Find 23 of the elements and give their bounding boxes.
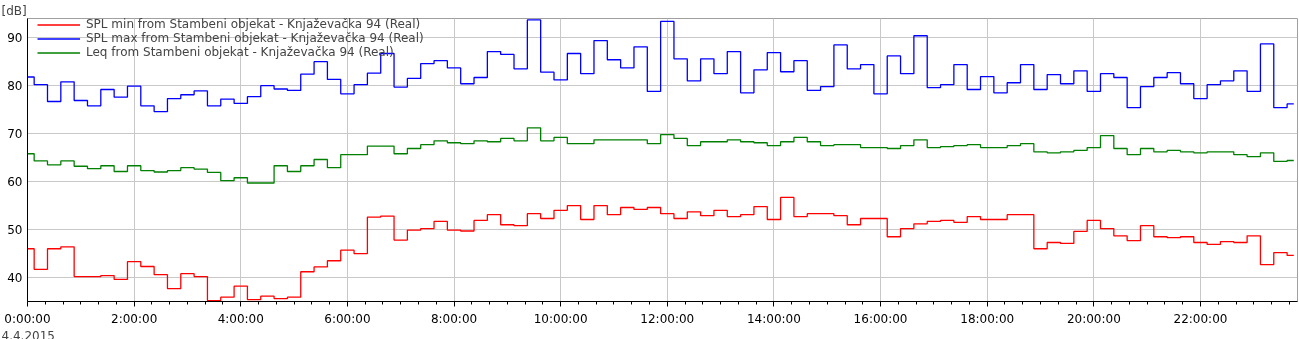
x-tick-label: 2:00:00 [111, 311, 158, 326]
x-tick-label: 22:00:00 [1173, 311, 1228, 326]
legend-label: SPL min from Stambeni objekat - Knjaževačka 94 (Real) [86, 17, 421, 31]
text: 4.4.2015 [1, 328, 55, 339]
y-axis-title: [dB] [1, 3, 27, 18]
x-tick-label: 20:00:00 [1066, 311, 1121, 326]
y-tick-label: 50 [7, 223, 23, 238]
x-tick-label: 16:00:00 [853, 311, 908, 326]
x-tick-label: 0:00:00 [4, 311, 51, 326]
x-tick-label: 6:00:00 [324, 311, 371, 326]
x-tick-label: 8:00:00 [430, 311, 478, 326]
x-tick-label: 14:00:00 [746, 311, 801, 326]
y-tick-label: 80 [7, 79, 23, 94]
y-tick-label: 40 [7, 271, 23, 286]
x-tick-label: 4:00:00 [217, 311, 264, 326]
y-tick-label: 90 [7, 31, 23, 46]
y-tick-label: 60 [7, 175, 23, 190]
legend-label: Leq from Stambeni objekat - Knjaževačka 94 (Real) [86, 45, 394, 59]
x-tick-label: 12:00:00 [640, 311, 695, 326]
y-tick-label: 70 [7, 127, 23, 142]
x-tick-label: 18:00:00 [960, 311, 1015, 326]
legend-label: SPL max from Stambeni objekat - Knjaževačka 94 (Real) [86, 31, 424, 45]
x-tick-label: 10:00:00 [533, 311, 588, 326]
